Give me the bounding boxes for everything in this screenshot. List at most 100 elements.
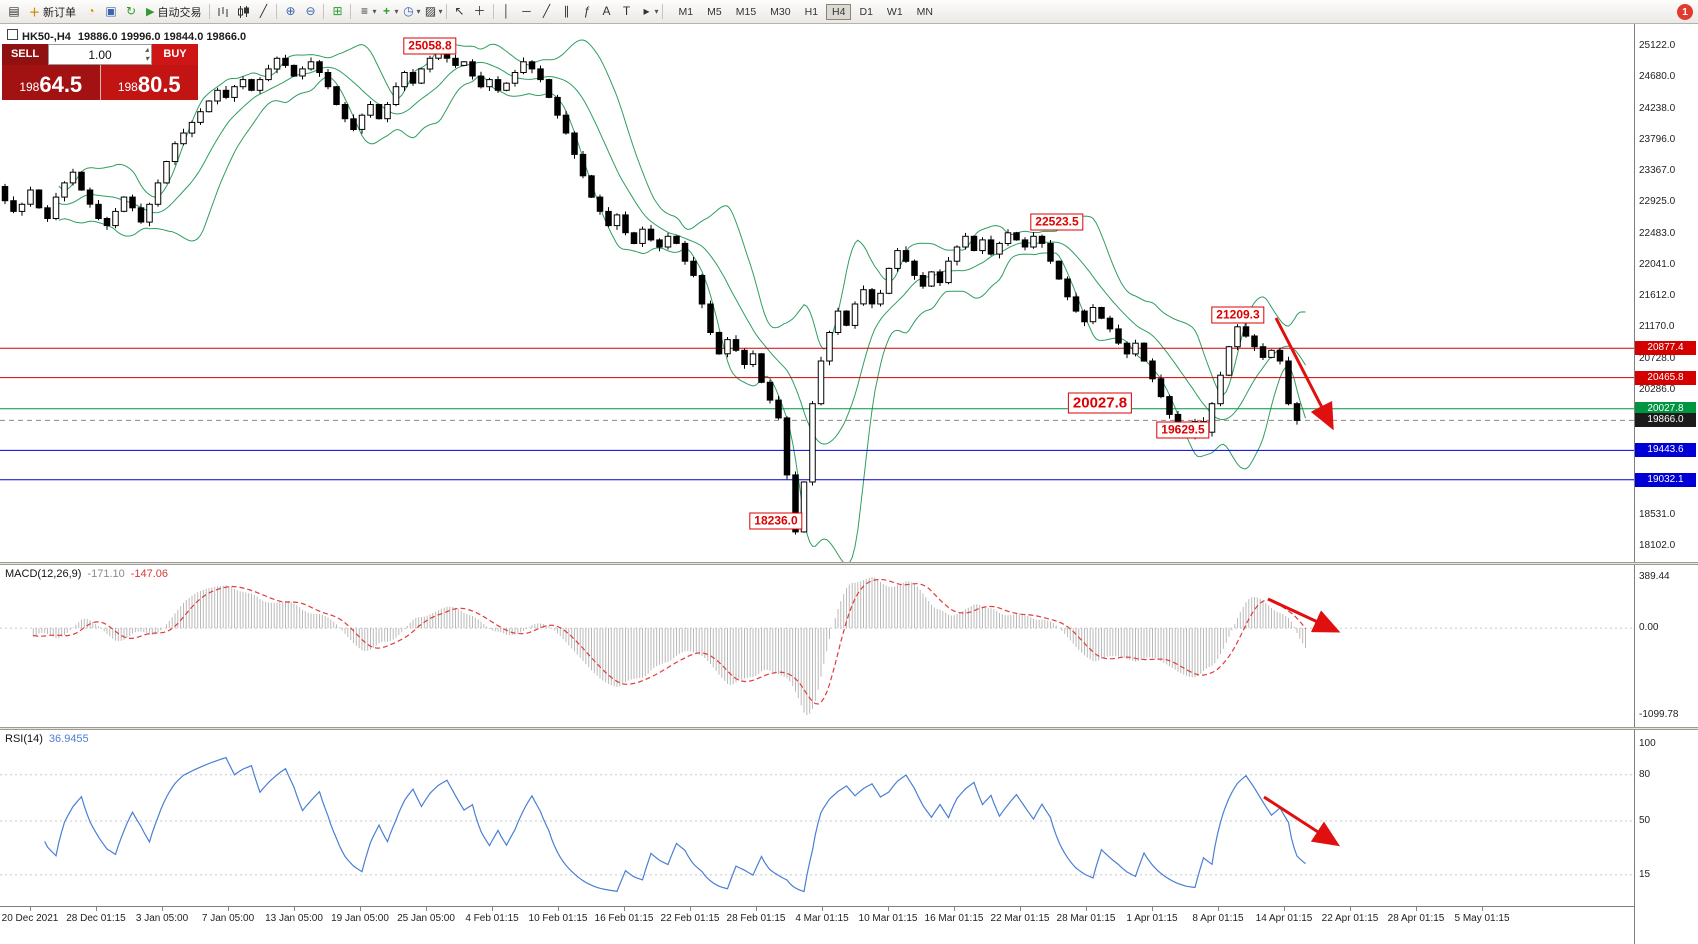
timeframe-button-H1[interactable]: H1 <box>804 5 819 18</box>
vertical-line-icon[interactable]: │ <box>502 3 511 18</box>
timeframe-button-MN[interactable]: MN <box>916 5 934 18</box>
time-label: 22 Feb 01:15 <box>660 913 720 924</box>
price-tick: 18531.0 <box>1639 509 1676 521</box>
price-chart-panel[interactable]: HK50-,H4 19886.0 19996.0 19844.0 19866.0 … <box>0 24 1634 562</box>
time-label: 28 Mar 01:15 <box>1056 913 1116 924</box>
horizontal-line-icon[interactable]: ─ <box>522 3 531 18</box>
trendline-icon[interactable]: ╱ <box>542 3 551 18</box>
time-label: 22 Mar 01:15 <box>990 913 1050 924</box>
time-label: 14 Apr 01:15 <box>1255 913 1313 924</box>
bar-chart-icon[interactable] <box>213 3 233 21</box>
time-scale[interactable]: 20 Dec 2021 28 Dec 01:15 3 Jan 05:00 7 Jan … <box>0 906 1634 944</box>
new-order-label: 新订单 <box>43 6 76 19</box>
price-scale[interactable]: 25122.0 24680.0 24238.0 23796.0 23367.0 22925… <box>1634 24 1698 944</box>
macd-tick: -1099.78 <box>1639 709 1679 720</box>
timeframe-button-M30[interactable]: M30 <box>770 5 791 18</box>
price-annotation[interactable]: 19629.5 <box>1156 421 1210 439</box>
price-annotation[interactable]: 21209.3 <box>1211 306 1265 324</box>
timeframe-button-M1[interactable]: M1 <box>678 5 694 18</box>
crosshair-icon[interactable]: ＋ <box>473 3 486 18</box>
timeframe-button-H4[interactable]: H4 <box>826 3 852 20</box>
candles-svg <box>0 39 1634 562</box>
price-annotation[interactable]: 20027.8 <box>1067 392 1133 414</box>
time-tick <box>1086 907 1087 911</box>
arrows-tool-icon[interactable]: ▸ <box>643 3 650 18</box>
add-indicator-icon[interactable]: + <box>382 3 390 18</box>
zoom-out-icon[interactable]: ⊖ <box>305 3 316 18</box>
autotrading-play-icon: ▶ <box>146 6 155 18</box>
volume-field[interactable]: 1.00 ▴ ▾ <box>48 44 152 65</box>
profiles-icon[interactable]: ≡ <box>360 3 368 18</box>
chart-macd-splitter[interactable] <box>0 562 1698 565</box>
buy-price-prefix: 198 <box>117 80 138 94</box>
notification-badge[interactable]: 1 <box>1677 4 1693 20</box>
price-tick: 24238.0 <box>1639 102 1676 114</box>
periods-icon[interactable]: ◷ <box>403 3 414 18</box>
new-order-button[interactable]: ＋ 新订单 <box>24 3 81 21</box>
autotrading-button[interactable]: ▶ 自动交易 <box>141 3 206 21</box>
add-indicator-dropdown-icon[interactable]: ▾ <box>394 7 399 16</box>
price-tick: 21170.0 <box>1639 321 1675 333</box>
price-annotation[interactable]: 22523.5 <box>1030 213 1084 231</box>
time-tick <box>1416 907 1417 911</box>
price-tick: 22483.0 <box>1639 227 1676 239</box>
candlestick-chart-icon[interactable] <box>233 3 253 21</box>
price-tick: 18102.0 <box>1639 540 1676 551</box>
navigator-icon[interactable]: ▣ <box>105 3 117 18</box>
volume-down-icon[interactable]: ▾ <box>144 54 149 63</box>
buy-price-button[interactable]: 198 80.5 <box>100 65 198 100</box>
time-label: 28 Feb 01:15 <box>726 913 786 924</box>
price-tick: 25122.0 <box>1639 40 1676 51</box>
time-tick <box>162 907 163 911</box>
chart-title: HK50-,H4 19886.0 19996.0 19844.0 19866.0 <box>7 29 246 43</box>
periods-dropdown-icon[interactable]: ▾ <box>416 7 421 16</box>
volume-up-icon[interactable]: ▴ <box>144 45 149 54</box>
price-tick: 20728.0 <box>1639 352 1676 364</box>
zoom-in-icon[interactable]: ⊕ <box>285 3 296 18</box>
cursor-icon[interactable]: ↖ <box>454 3 465 18</box>
rsi-panel[interactable]: RSI(14) 36.9455 <box>0 730 1634 906</box>
sell-price-button[interactable]: 198 64.5 <box>2 65 101 100</box>
templates-icon[interactable]: ▨ <box>424 3 437 18</box>
fibonacci-icon[interactable]: ƒ <box>583 3 590 18</box>
text-icon[interactable]: A <box>602 3 611 18</box>
price-tick: 22925.0 <box>1639 196 1676 208</box>
sell-button[interactable]: SELL <box>2 44 48 65</box>
metaeditor-icon[interactable]: ◔ <box>87 3 95 18</box>
time-tick <box>294 907 295 911</box>
time-tick <box>888 907 889 911</box>
templates-dropdown-icon[interactable]: ▾ <box>438 7 443 16</box>
profiles-dropdown-icon[interactable]: ▾ <box>372 7 377 16</box>
macd-panel[interactable]: MACD(12,26,9) -171.10 -147.06 <box>0 565 1634 727</box>
macd-rsi-splitter[interactable] <box>0 727 1698 730</box>
buy-button[interactable]: BUY <box>152 44 198 65</box>
price-tag: 19866.0 <box>1635 413 1696 428</box>
price-annotation[interactable]: 18236.0 <box>749 512 803 530</box>
time-label: 13 Jan 05:00 <box>265 913 323 924</box>
tile-windows-icon[interactable]: ⊞ <box>332 3 343 18</box>
market-watch-icon[interactable]: ▤ <box>8 3 20 18</box>
time-label: 28 Dec 01:15 <box>66 913 126 924</box>
timeframe-button-D1[interactable]: D1 <box>859 5 873 18</box>
time-label: 5 May 01:15 <box>1454 913 1510 924</box>
timeframe-button-M15[interactable]: M15 <box>735 5 757 18</box>
macd-tick: 389.44 <box>1639 571 1670 582</box>
timeframe-button-W1[interactable]: W1 <box>886 5 903 18</box>
price-annotation[interactable]: 25058.8 <box>403 37 457 55</box>
channel-icon[interactable]: ∥ <box>563 3 570 18</box>
arrows-dropdown-icon[interactable]: ▾ <box>654 7 659 16</box>
volume-value: 1.00 <box>88 47 112 62</box>
timeframe-button-M5[interactable]: M5 <box>707 5 722 18</box>
time-tick <box>756 907 757 911</box>
time-tick <box>1482 907 1483 911</box>
time-tick <box>954 907 955 911</box>
line-chart-icon[interactable]: ╱ <box>259 3 268 18</box>
text-label-icon[interactable]: T <box>622 3 631 18</box>
time-label: 19 Jan 05:00 <box>331 913 389 924</box>
buy-price-main: 80.5 <box>137 72 181 97</box>
time-tick <box>1152 907 1153 911</box>
refresh-icon[interactable]: ↻ <box>125 3 137 18</box>
rsi-tick: 50 <box>1639 815 1651 826</box>
price-tick: 23367.0 <box>1639 165 1676 176</box>
